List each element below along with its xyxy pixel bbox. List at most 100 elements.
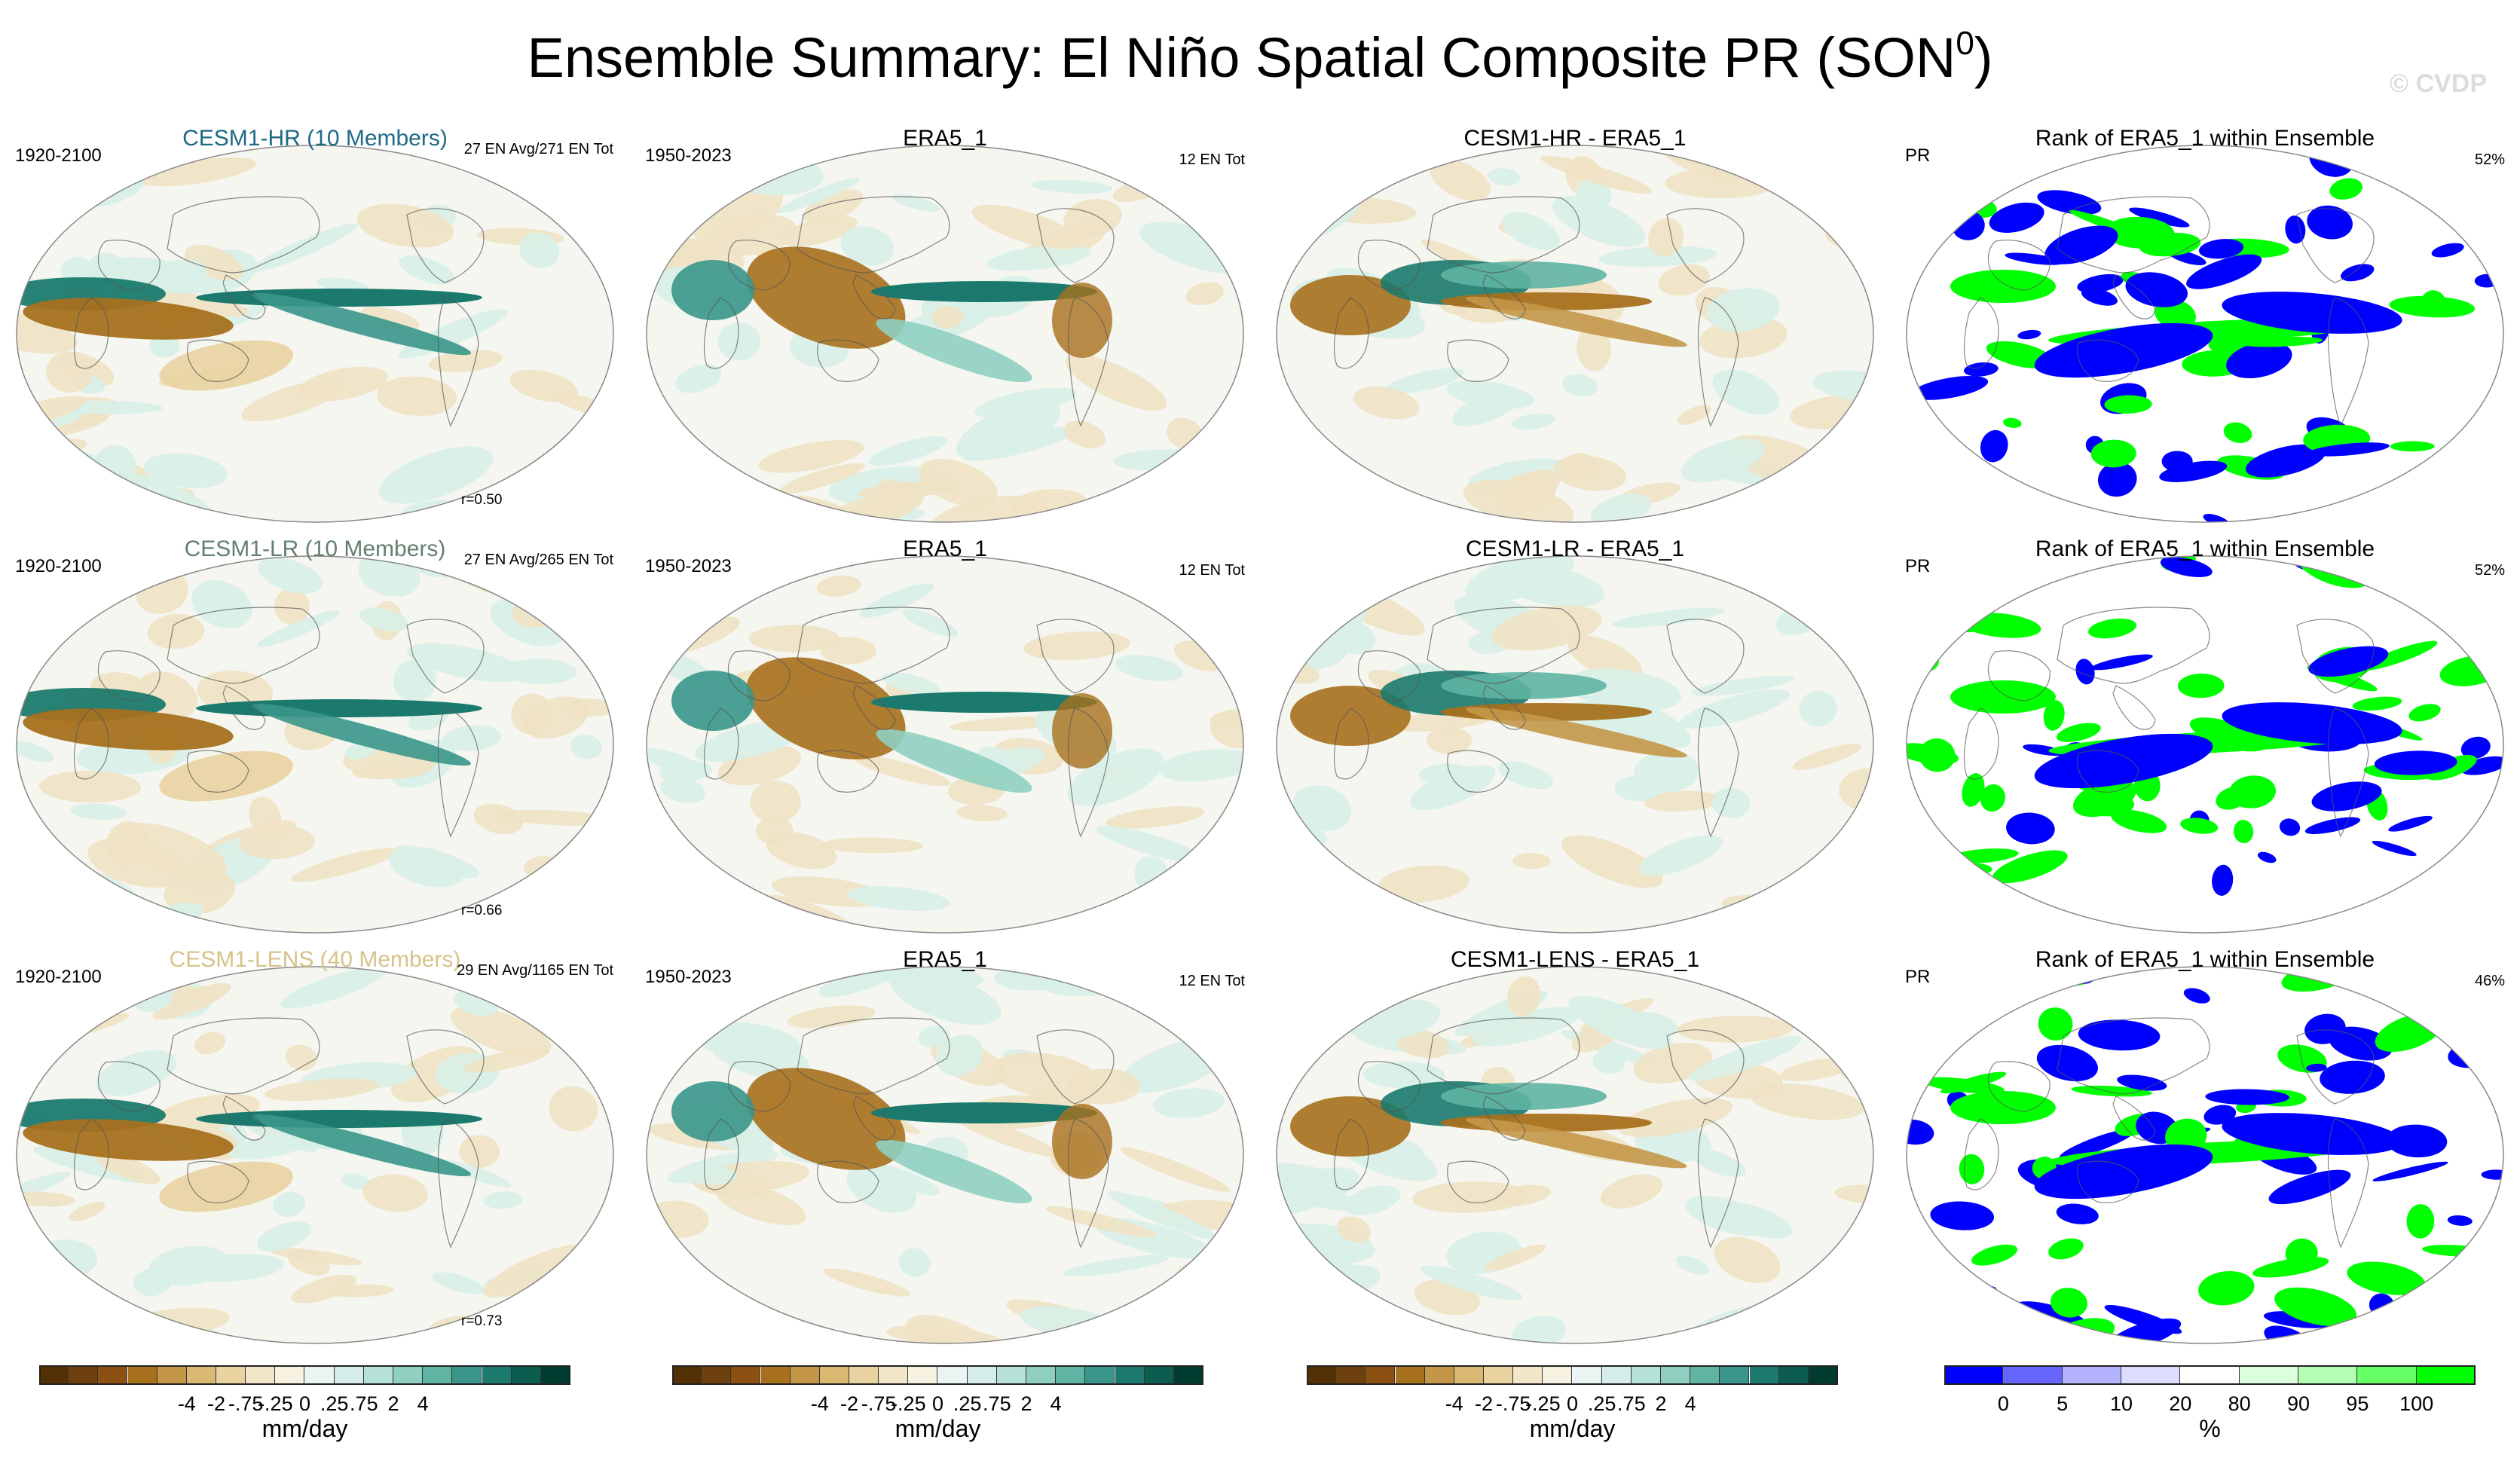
colorbar-swatch [731,1365,761,1385]
colorbar-frame [1307,1365,1838,1385]
colorbar-tick-label: 80 [2228,1392,2251,1415]
colorbar-tick-label: .25 [1587,1392,1616,1415]
colorbar-swatch [2003,1365,2063,1385]
colorbar-1: -4 -2 -.75 -.25 0 .25.75 2 4 mm/day [39,1365,582,1456]
panel-title: Rank of ERA5_1 within Ensemble [2035,947,2375,972]
colorbar-swatch [216,1365,246,1385]
colorbar-tick-label: -2 [1474,1392,1494,1415]
colorbar-swatch [1115,1365,1145,1385]
colorbar-swatch [1026,1365,1057,1385]
colorbar-swatch [1601,1365,1632,1385]
colorbar-swatch [2239,1365,2298,1385]
colorbar-frame [39,1365,570,1385]
event-count-label: 12 EN Tot [1179,562,1245,579]
colorbar-tick-label: 2 [387,1392,399,1415]
colorbar-swatch [275,1365,305,1385]
colorbar-swatch [908,1365,938,1385]
map-panel-r2-c3: CESM1-LR - ERA5_1 [1260,535,1890,946]
colorbar-tick-label: -4 [177,1392,196,1415]
colorbar-swatch [1144,1365,1174,1385]
map-panel-r2-c2: ERA5_1 1950-2023 12 EN Tot [630,535,1260,946]
map-panel-r2-c1: CESM1-LR (10 Members) 1920-2100 27 EN Avg/… [0,535,630,946]
colorbar-swatch [2180,1365,2240,1385]
composite-map [1276,966,1874,1344]
colorbar-tick-label: 0 [298,1392,311,1415]
colorbar-tick-label: 0 [931,1392,944,1415]
colorbar-tick-label: 90 [2286,1392,2311,1415]
panel-title: CESM1-HR - ERA5_1 [1463,126,1687,151]
colorbar-frame [672,1365,1203,1385]
map-panel-r1-c2: ERA5_1 1950-2023 12 EN Tot [630,124,1260,535]
colorbar-tick-label: 10 [2109,1392,2133,1415]
composite-map [16,966,614,1344]
colorbar-tick-label: 0 [1566,1392,1579,1415]
colorbar-tick-label: -.25 [258,1392,293,1415]
colorbar-tick-label: -.25 [891,1392,926,1415]
colorbar-swatch [39,1365,69,1385]
colorbar-swatch [1056,1365,1086,1385]
colorbar-swatch [186,1365,216,1385]
years-label: 1950-2023 [645,556,732,576]
colorbar-unit-label: % [2199,1415,2221,1442]
colorbar-tick-label: 2 [1020,1392,1032,1415]
panel-title: CESM1-LR - ERA5_1 [1465,536,1685,561]
colorbar-tick-label: -4 [1445,1392,1463,1415]
colorbar-swatch [1720,1365,1750,1385]
colorbar-swatch [246,1365,276,1385]
colorbar-2: -4 -2 -.75 -.25 0 .25.75 2 4 mm/day [672,1365,1215,1456]
colorbar-swatch [1778,1365,1809,1385]
colorbar-tick-label: 4 [1050,1392,1062,1415]
colorbar-tick-label: 4 [1684,1392,1696,1415]
composite-map [646,145,1244,523]
variable-label: PR [1905,145,1931,166]
panel-title: CESM1-HR (10 Members) [182,126,448,151]
colorbar-tick-label: .25 [320,1392,349,1415]
colorbar-tick-label: 100 [2399,1392,2434,1415]
colorbar-tick-label: .75 [983,1392,1011,1415]
colorbar-tick-label: -2 [839,1392,859,1415]
colorbar-tick-label: 20 [2169,1392,2192,1415]
composite-map [646,555,1244,934]
colorbar-swatch [98,1365,128,1385]
colorbar-swatch [672,1365,702,1385]
event-count-label: 12 EN Tot [1179,151,1245,168]
panel-title: ERA5_1 [903,126,987,151]
colorbar-swatch [304,1365,335,1385]
colorbar-swatch [1572,1365,1602,1385]
composite-map [1276,555,1874,934]
map-panel-r1-c1: CESM1-HR (10 Members) 1920-2100 27 EN Avg/… [0,124,630,535]
pattern-correlation-label: r=0.73 [461,1313,503,1329]
colorbar-swatch [127,1365,158,1385]
title-text: Ensemble Summary: El Niño Spatial Compos… [527,26,1956,89]
composite-map [16,145,614,523]
colorbar-swatch [1454,1365,1484,1385]
pattern-correlation-label: r=0.50 [461,492,503,508]
map-panel-r1-c4: Rank of ERA5_1 within Ensemble PR 52% [1890,124,2520,535]
colorbar-swatch [1944,1365,2004,1385]
colorbar-swatch [849,1365,879,1385]
colorbar-swatch [2298,1365,2358,1385]
colorbar-swatch [1749,1365,1779,1385]
rank-percent-label: 52% [2474,562,2505,579]
colorbar-tick-label: .75 [1617,1392,1646,1415]
panel-title: ERA5_1 [903,947,987,972]
map-panel-r3-c1: CESM1-LENS (40 Members) 1920-2100 29 EN Av… [0,946,630,1356]
colorbar-3: -4 -2 -.75 -.25 0 .25.75 2 4 mm/day [1307,1365,1849,1456]
title-superscript: 0 [1956,25,1974,62]
colorbar-swatch [1631,1365,1661,1385]
rank-percent-label: 46% [2474,973,2505,989]
colorbar-swatch [1173,1365,1203,1385]
panel-title: Rank of ERA5_1 within Ensemble [2035,126,2375,151]
colorbar-swatch [393,1365,424,1385]
colorbar-4: 0 5 10 20 80 90 95 100% [1944,1365,2487,1456]
colorbar-tick-label: -.75 [1495,1392,1531,1415]
colorbar-swatch [452,1365,482,1385]
colorbar-swatch [1336,1365,1366,1385]
cvdp-watermark: © CVDP [2390,69,2487,98]
colorbar-swatch [819,1365,849,1385]
colorbar-swatch [69,1365,99,1385]
composite-map [16,555,614,934]
panel-title: Rank of ERA5_1 within Ensemble [2035,536,2375,561]
panel-title: CESM1-LENS (40 Members) [169,947,461,972]
colorbar-tick-label: 4 [417,1392,429,1415]
